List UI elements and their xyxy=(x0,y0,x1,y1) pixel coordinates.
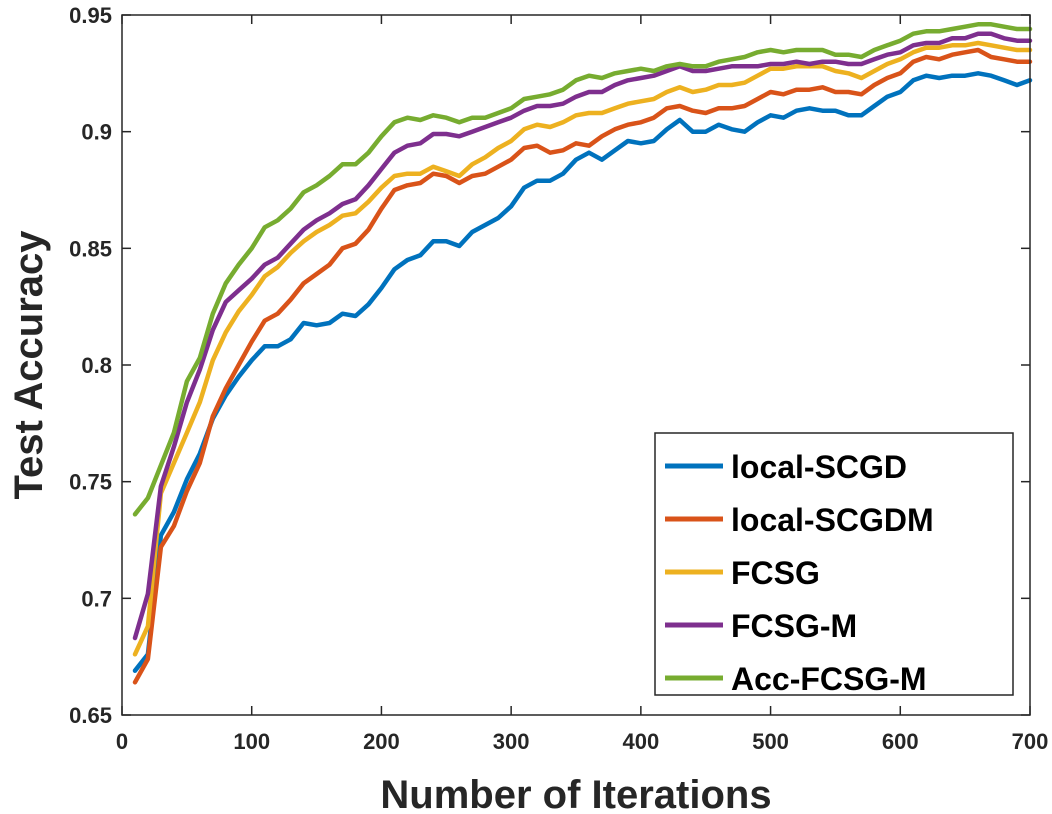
y-tick-label: 0.9 xyxy=(81,120,112,145)
x-tick-label: 500 xyxy=(752,729,789,754)
y-tick-label: 0.95 xyxy=(69,3,112,28)
x-axis-label: Number of Iterations xyxy=(380,773,771,814)
x-tick-label: 400 xyxy=(622,729,659,754)
series-line-fcsg-m xyxy=(132,31,1033,641)
legend-box xyxy=(654,432,1014,696)
x-axis-ticks: 0 100 200 300 400 500 600 700 xyxy=(116,15,1048,754)
legend: local-SCGD local-SCGDM FCSG FCSG-M Acc-FCSG-… xyxy=(654,432,1014,697)
legend-label: local-SCGD xyxy=(731,449,907,485)
legend-label: local-SCGDM xyxy=(731,502,934,538)
x-tick-label: 300 xyxy=(493,729,530,754)
series-line-fcsg xyxy=(132,40,1033,657)
x-tick-label: 100 xyxy=(233,729,270,754)
y-tick-label: 0.8 xyxy=(81,353,112,378)
y-axis-label: Test Accuracy xyxy=(7,230,51,500)
x-tick-label: 0 xyxy=(116,729,128,754)
series-group xyxy=(132,22,1033,685)
x-tick-label: 600 xyxy=(882,729,919,754)
series-line-local-scgd xyxy=(132,71,1033,673)
series-line-local-scgdm xyxy=(132,47,1033,685)
y-tick-label: 0.7 xyxy=(81,586,112,611)
legend-label: FCSG xyxy=(731,555,820,591)
series-line-acc-fcsg-m xyxy=(132,22,1033,517)
legend-label: FCSG-M xyxy=(731,608,857,644)
y-tick-label: 0.75 xyxy=(69,470,112,495)
y-axis-ticks: 0.65 0.7 0.75 0.8 0.85 0.9 0.95 xyxy=(69,3,1030,728)
legend-label: Acc-FCSG-M xyxy=(731,661,927,697)
y-tick-label: 0.85 xyxy=(69,236,112,261)
y-tick-label: 0.65 xyxy=(69,703,112,728)
x-tick-label: 200 xyxy=(363,729,400,754)
x-tick-label: 700 xyxy=(1012,729,1049,754)
